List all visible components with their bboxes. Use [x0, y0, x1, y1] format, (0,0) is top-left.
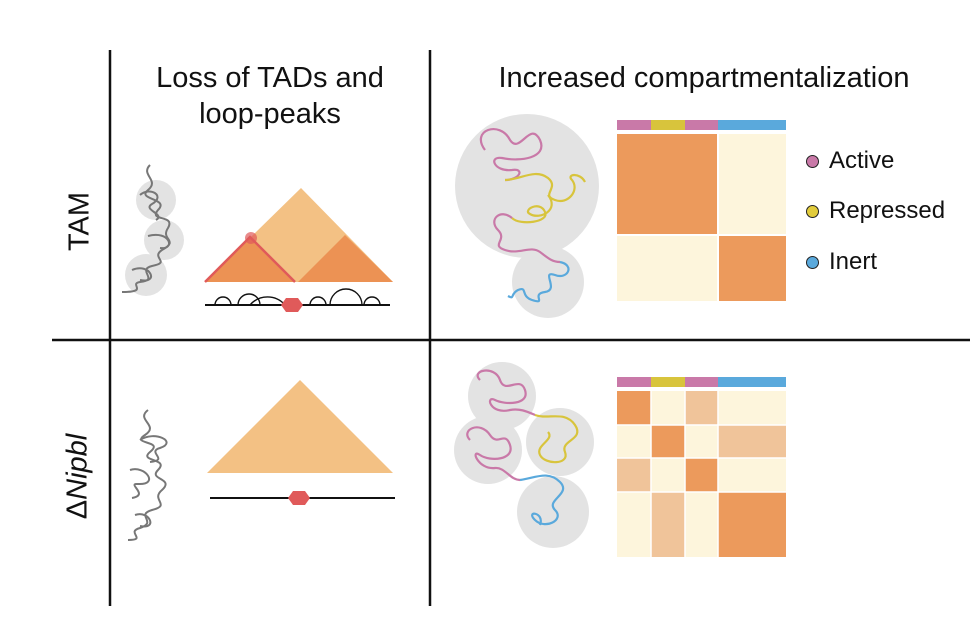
nipbl-genome-track — [210, 491, 395, 505]
tad-left-triangle — [205, 237, 295, 282]
legend-label-repressed: Repressed — [829, 197, 946, 224]
legend-swatch-repressed — [806, 204, 819, 218]
nipbl-chromatin-fiber — [127, 409, 168, 541]
nipbl-tad-triangle — [207, 380, 393, 473]
tam-compartment-chromatin — [455, 114, 599, 318]
legend-item-active: Active — [806, 147, 894, 175]
legend-label-active: Active — [829, 147, 895, 174]
gene-name: Nipbl — [61, 433, 94, 500]
column-header-tads: Loss of TADs and loop-peaks — [118, 60, 422, 132]
delta-symbol: Δ — [61, 499, 94, 520]
legend-label-inert: Inert — [829, 248, 878, 275]
cohesin-hexagon — [288, 491, 310, 505]
loop-peak-dot — [245, 232, 257, 244]
column-header-compartments: Increased compartmentalization — [498, 62, 910, 94]
column-header-tads-line2: loop-peaks — [199, 98, 341, 130]
tam-chromatin-fiber — [121, 164, 184, 296]
tad-right-triangle — [298, 235, 393, 282]
legend-swatch-inert — [806, 255, 819, 269]
legend-swatch-active — [806, 154, 819, 168]
nipbl-compartment-chromatin — [454, 362, 594, 548]
legend-item-inert: Inert — [806, 248, 877, 276]
tam-contact-matrix — [617, 120, 786, 301]
nipbl-contact-matrix — [617, 377, 786, 557]
legend-item-repressed: Repressed — [806, 197, 945, 225]
tam-tad-triangles — [204, 188, 393, 283]
row-label-tam: TAM — [63, 191, 96, 252]
column-header-tads-line1: Loss of TADs and — [156, 62, 384, 94]
cohesin-hexagon — [281, 298, 303, 312]
row-label-nipbl: ΔNipbl — [62, 417, 95, 537]
tam-genome-track — [205, 288, 390, 312]
